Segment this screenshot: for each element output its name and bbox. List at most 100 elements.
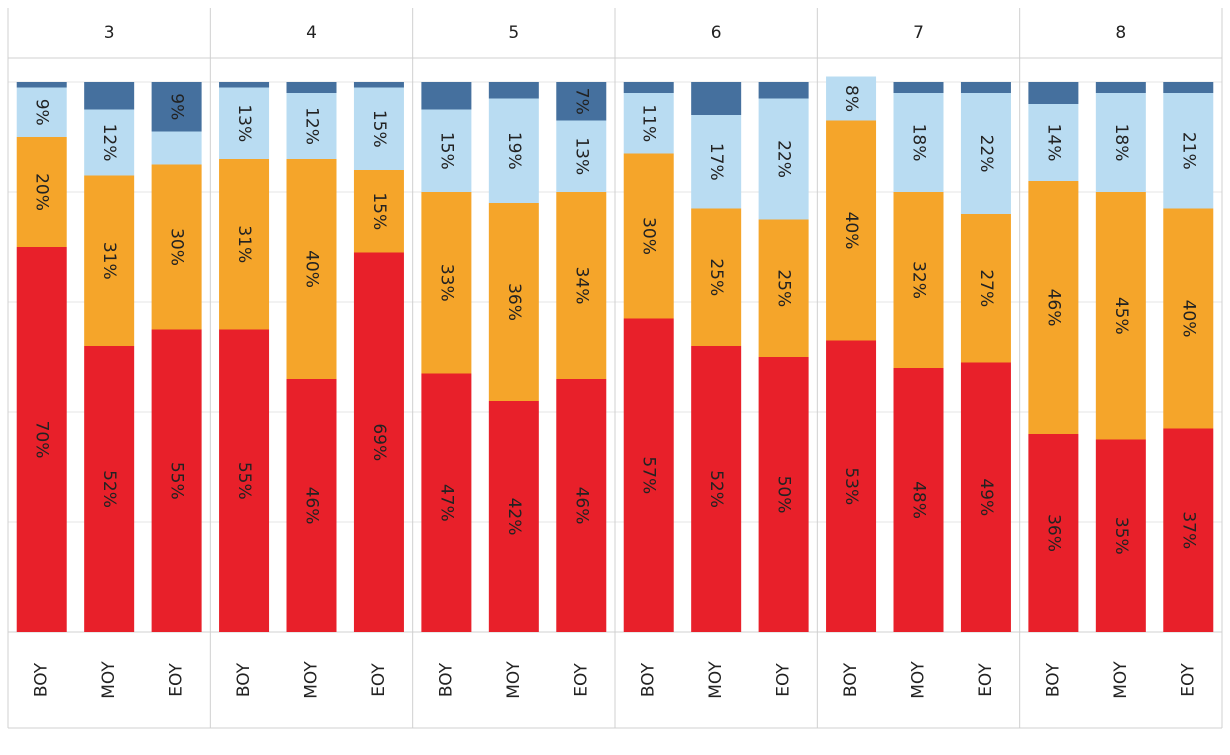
bar-segment xyxy=(623,93,674,154)
group-label: 3 xyxy=(104,23,115,43)
bar-segment xyxy=(219,87,270,159)
bar-segment xyxy=(84,346,135,632)
bar-segment xyxy=(286,159,337,379)
data-label: 27% xyxy=(976,269,996,307)
x-tick-label: EOY xyxy=(1178,663,1198,697)
bar-segment xyxy=(893,368,944,632)
bar-segment xyxy=(623,82,674,93)
data-label: 15% xyxy=(369,192,389,230)
bar-segment xyxy=(556,120,607,192)
data-label: 45% xyxy=(1111,297,1131,335)
bar-segment xyxy=(219,329,270,632)
data-label: 8% xyxy=(841,85,861,112)
data-label: 11% xyxy=(639,104,659,142)
bar-segment xyxy=(1095,192,1146,440)
bar-segment xyxy=(960,93,1011,214)
bar-segment xyxy=(286,82,337,93)
bar-segment xyxy=(16,82,67,88)
bar-segment xyxy=(151,131,202,165)
data-label: 31% xyxy=(99,242,119,280)
group-label: 8 xyxy=(1115,23,1126,43)
bar-segment xyxy=(556,379,607,632)
bar-segment xyxy=(286,93,337,159)
bar-segment xyxy=(151,164,202,330)
data-label: 42% xyxy=(504,498,524,536)
bar-segment xyxy=(1095,82,1146,93)
bar-segment xyxy=(758,219,809,357)
data-label: 18% xyxy=(909,124,929,162)
data-label: 18% xyxy=(1111,124,1131,162)
data-label: 15% xyxy=(369,110,389,148)
bar-segment xyxy=(826,340,877,632)
bar-segment xyxy=(151,82,202,132)
data-label: 30% xyxy=(639,217,659,255)
bar-segment xyxy=(353,87,404,170)
data-label: 12% xyxy=(99,124,119,162)
data-label: 52% xyxy=(99,470,119,508)
bar-segment xyxy=(16,137,67,247)
x-tick-label: BOY xyxy=(436,662,456,697)
bar-segment xyxy=(1028,181,1079,434)
x-tick-label: MOY xyxy=(99,661,119,699)
x-tick-label: BOY xyxy=(841,662,861,697)
bar-segment xyxy=(16,247,67,632)
data-label: 17% xyxy=(706,143,726,181)
x-tick-label: MOY xyxy=(909,661,929,699)
data-label: 40% xyxy=(841,212,861,250)
data-label: 22% xyxy=(976,135,996,173)
data-label: 55% xyxy=(234,462,254,500)
bar-segment xyxy=(488,203,539,401)
bar-segment xyxy=(16,87,67,137)
data-label: 31% xyxy=(234,225,254,263)
x-tick-label: BOY xyxy=(234,662,254,697)
data-label: 40% xyxy=(1178,300,1198,338)
data-label: 25% xyxy=(706,258,726,296)
bar-segment xyxy=(353,82,404,88)
data-label: 32% xyxy=(909,261,929,299)
bar-segment xyxy=(84,175,135,346)
data-label: 30% xyxy=(167,228,187,266)
data-label: 33% xyxy=(436,264,456,302)
bar-segment xyxy=(1095,439,1146,632)
bar-segment xyxy=(421,192,472,374)
bar-segment xyxy=(960,82,1011,93)
data-label: 36% xyxy=(504,283,524,321)
bar-segment xyxy=(623,318,674,632)
bar-segment xyxy=(286,379,337,632)
bar-segment xyxy=(826,120,877,341)
data-label: 47% xyxy=(436,484,456,522)
x-tick-label: MOY xyxy=(302,661,322,699)
bar-segment xyxy=(893,192,944,368)
data-label: 52% xyxy=(706,470,726,508)
bar-segment xyxy=(488,98,539,203)
x-tick-label: EOY xyxy=(571,663,591,697)
bar-segment xyxy=(1163,428,1214,632)
bar-segment xyxy=(556,192,607,379)
bar-segment xyxy=(960,214,1011,363)
data-label: 53% xyxy=(841,467,861,505)
x-tick-label: MOY xyxy=(1111,661,1131,699)
bar-segment xyxy=(488,82,539,99)
bar-segment xyxy=(353,252,404,632)
bar-segment xyxy=(893,82,944,93)
data-label: 14% xyxy=(1043,124,1063,162)
data-label: 55% xyxy=(167,462,187,500)
bar-segment xyxy=(826,76,877,121)
bar-segment xyxy=(421,373,472,632)
x-tick-label: EOY xyxy=(774,663,794,697)
data-label: 69% xyxy=(369,423,389,461)
x-tick-label: EOY xyxy=(167,663,187,697)
data-label: 37% xyxy=(1178,511,1198,549)
bar-segment xyxy=(1028,82,1079,104)
group-label: 6 xyxy=(711,23,722,43)
data-label: 13% xyxy=(234,104,254,142)
data-label: 20% xyxy=(32,173,52,211)
x-tick-label: BOY xyxy=(1043,662,1063,697)
data-label: 12% xyxy=(302,107,322,145)
bar-segment xyxy=(1095,93,1146,192)
bar-segment xyxy=(84,82,135,110)
data-label: 46% xyxy=(571,487,591,525)
bar-segment xyxy=(1163,208,1214,429)
data-label: 19% xyxy=(504,132,524,170)
